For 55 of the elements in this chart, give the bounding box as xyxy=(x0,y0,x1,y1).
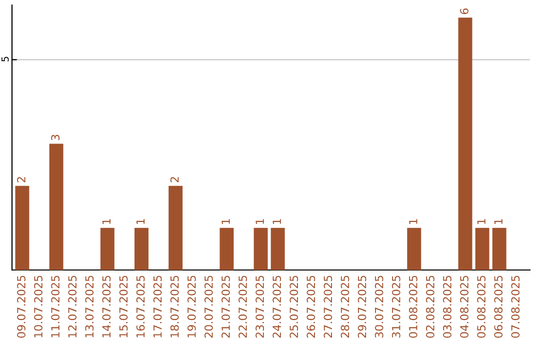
x-tick-label: 04.08.2025 xyxy=(460,276,468,338)
bar xyxy=(492,228,506,270)
data-label: 1 xyxy=(494,219,502,224)
x-tick-label: 02.08.2025 xyxy=(426,276,434,338)
data-label: 1 xyxy=(409,219,418,224)
bar xyxy=(254,228,268,270)
x-tick-label: 29.07.2025 xyxy=(358,276,366,338)
bar xyxy=(100,228,114,270)
data-label: 2 xyxy=(17,177,26,182)
y-tick-label: 5 xyxy=(2,56,9,62)
x-tick-label: 01.08.2025 xyxy=(408,276,418,338)
data-label: 1 xyxy=(222,219,230,224)
x-tick-label: 12.07.2025 xyxy=(68,276,77,338)
data-label: 3 xyxy=(51,134,60,140)
x-tick-label: 24.07.2025 xyxy=(272,276,282,338)
x-tick-label: 16.07.2025 xyxy=(136,276,145,338)
x-tick-label: 25.07.2025 xyxy=(290,276,298,338)
data-label: 2 xyxy=(170,177,179,182)
bar xyxy=(168,186,183,270)
x-tick-label: 18.07.2025 xyxy=(170,276,179,338)
x-tick-label: 10.07.2025 xyxy=(34,276,42,338)
x-tick-label: 17.07.2025 xyxy=(153,276,162,338)
x-tick-label: 22.07.2025 xyxy=(238,276,247,338)
x-tick-label: 13.07.2025 xyxy=(85,276,94,338)
x-tick-label: 30.07.2025 xyxy=(374,276,384,338)
bar xyxy=(49,144,64,270)
x-tick-label: 07.08.2025 xyxy=(511,276,520,338)
bar xyxy=(458,18,472,270)
data-label: 1 xyxy=(272,219,281,224)
x-tick-label: 06.08.2025 xyxy=(494,276,503,338)
data-label: 1 xyxy=(477,219,486,224)
x-tick-label: 23.07.2025 xyxy=(256,276,264,338)
data-label: 1 xyxy=(256,219,264,224)
x-tick-label: 31.07.2025 xyxy=(392,276,400,338)
x-tick-label: 09.07.2025 xyxy=(17,276,26,338)
x-tick-label: 15.07.2025 xyxy=(119,276,128,338)
x-tick-label: 20.07.2025 xyxy=(204,276,213,338)
bar xyxy=(270,228,285,270)
x-tick-label: 26.07.2025 xyxy=(306,276,316,338)
x-tick-label: 05.08.2025 xyxy=(477,276,486,338)
data-label: 1 xyxy=(102,219,110,224)
data-label: 1 xyxy=(136,219,145,224)
x-tick-label: 11.07.2025 xyxy=(51,276,60,338)
bar xyxy=(220,228,234,270)
x-tick-label: 27.07.2025 xyxy=(324,276,332,338)
bar xyxy=(15,186,30,270)
x-tick-label: 21.07.2025 xyxy=(222,276,230,338)
x-tick-label: 19.07.2025 xyxy=(187,276,196,338)
bar xyxy=(407,228,422,270)
data-label: 6 xyxy=(460,8,468,14)
x-tick-label: 14.07.2025 xyxy=(102,276,111,338)
x-tick-label: 03.08.2025 xyxy=(443,276,452,338)
x-tick-label: 28.07.2025 xyxy=(340,276,350,338)
bar xyxy=(475,228,490,270)
bar xyxy=(134,228,148,270)
